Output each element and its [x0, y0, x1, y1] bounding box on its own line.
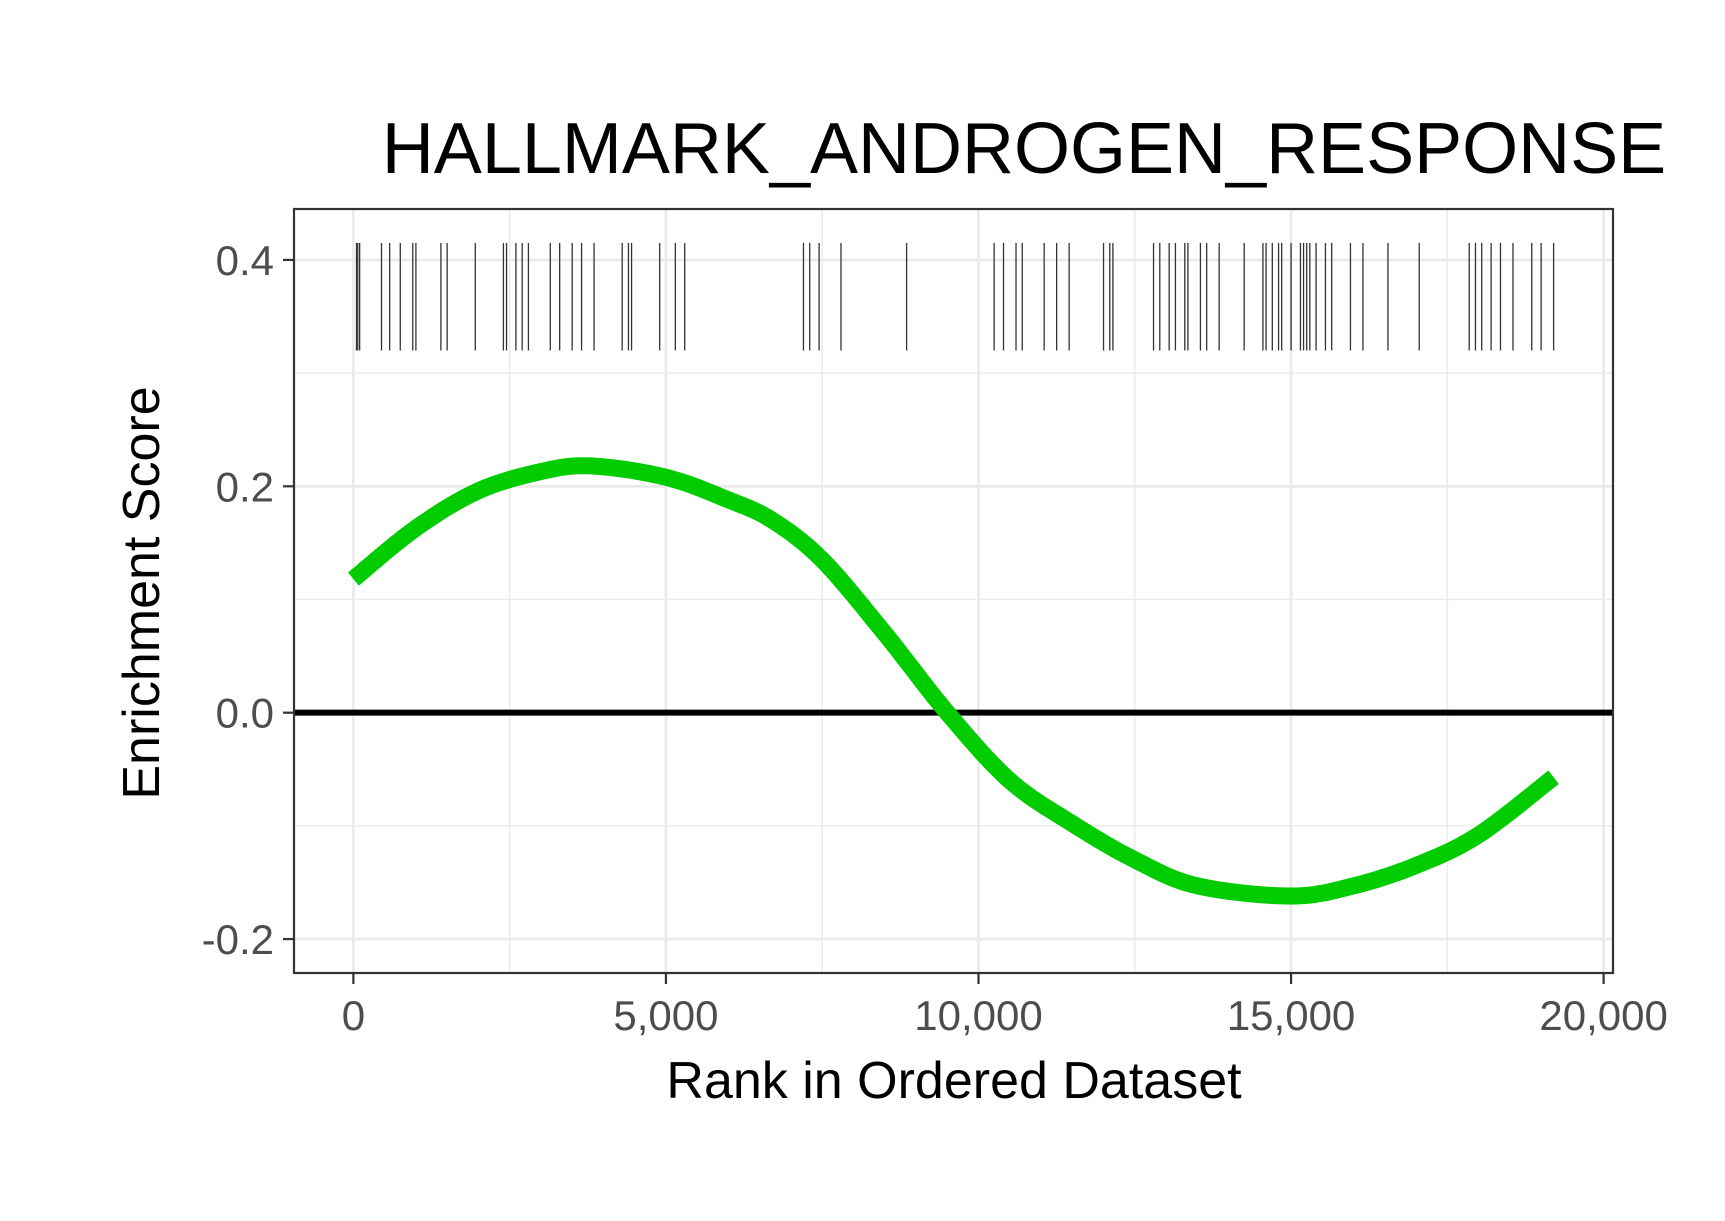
y-tick-label: 0.0 — [216, 690, 274, 737]
hit-marks — [355, 242, 1555, 351]
enrichment-curve — [346, 457, 1560, 905]
x-axis-title: Rank in Ordered Dataset — [666, 1052, 1242, 1110]
y-axis-title: Enrichment Score — [113, 386, 171, 799]
x-tick-label: 0 — [342, 992, 365, 1039]
chart-title: HALLMARK_ANDROGEN_RESPONSE — [382, 109, 1666, 189]
plot-panel — [292, 207, 1615, 975]
x-tick-label: 20,000 — [1539, 992, 1667, 1039]
panel-border — [292, 207, 1615, 975]
x-tick-label: 15,000 — [1227, 992, 1355, 1039]
y-tick-label: -0.2 — [202, 916, 274, 963]
x-axis: 0 5,000 10,000 15,000 20,000 — [342, 973, 1668, 1039]
y-tick-label: 0.4 — [216, 237, 274, 284]
x-tick-label: 10,000 — [914, 992, 1042, 1039]
panel-background — [294, 209, 1613, 973]
y-axis: -0.2 0.0 0.2 0.4 — [202, 237, 294, 963]
y-tick-label: 0.2 — [216, 463, 274, 510]
x-tick-label: 5,000 — [613, 992, 718, 1039]
